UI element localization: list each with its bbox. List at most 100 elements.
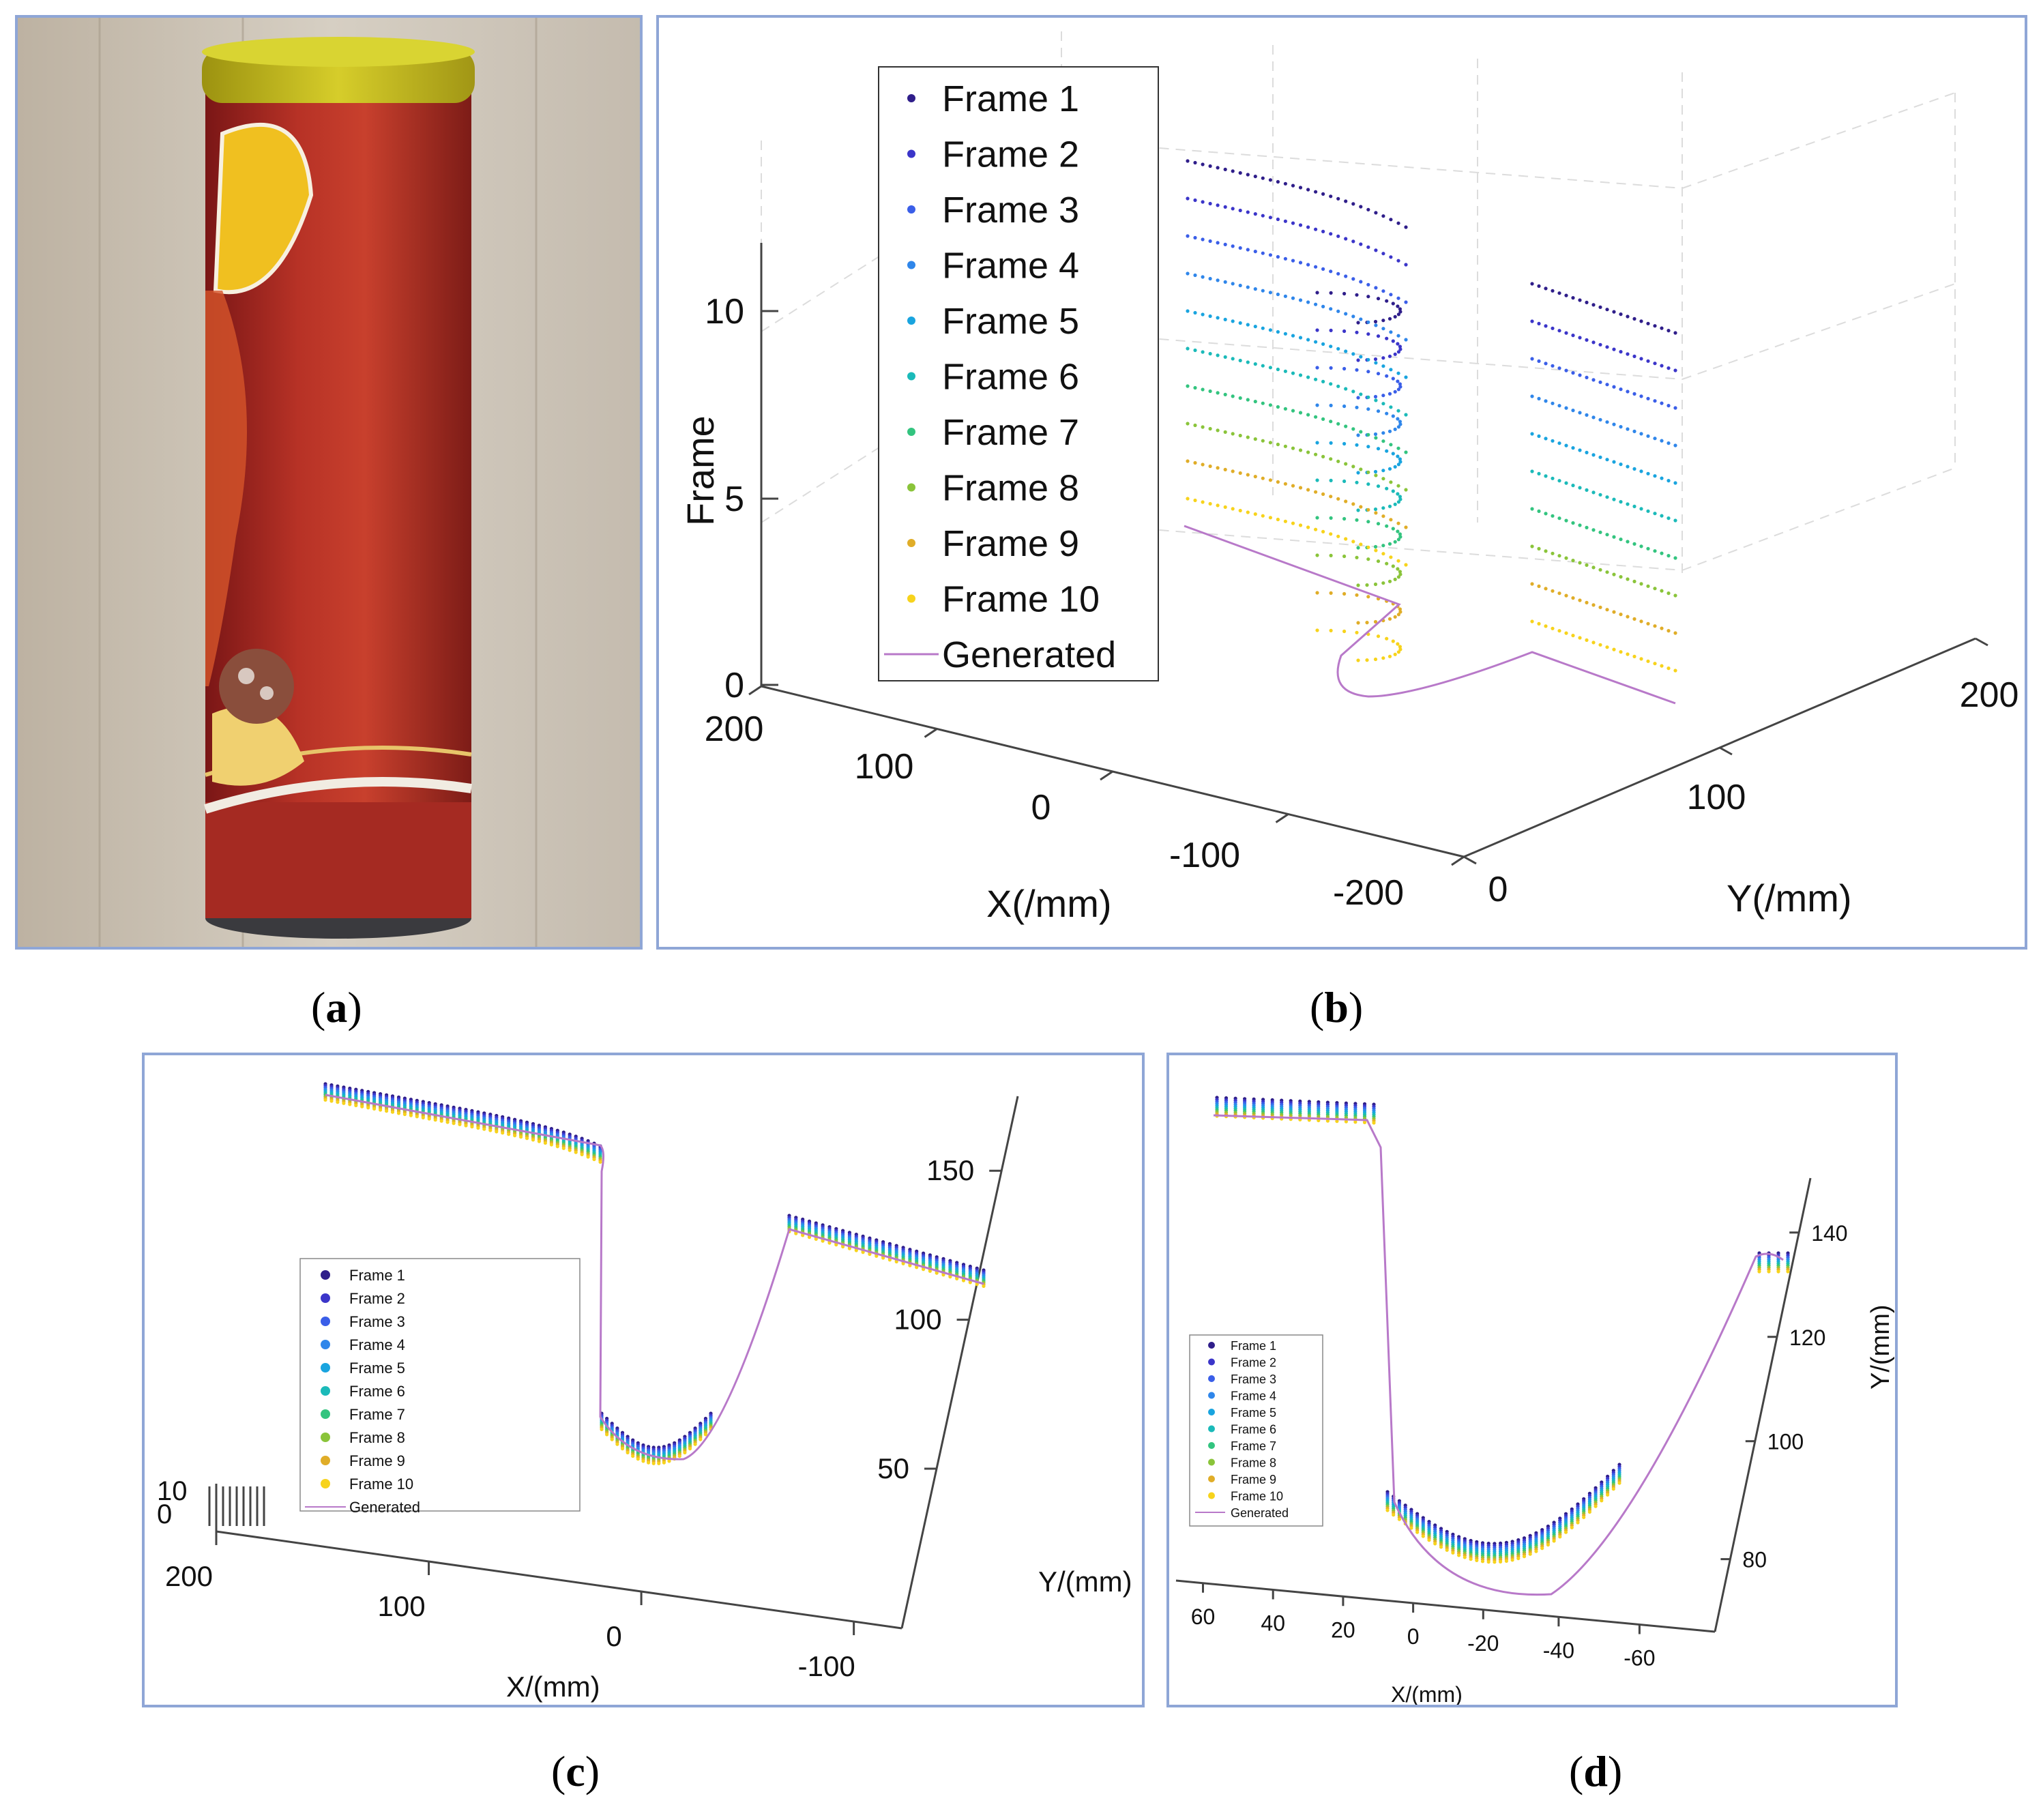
- legend-label-5: Frame 5: [1231, 1406, 1276, 1420]
- point: [1336, 347, 1340, 351]
- legend-label-9: Frame 9: [349, 1452, 405, 1469]
- point: [1342, 629, 1347, 634]
- point: [1393, 577, 1397, 581]
- point: [1666, 366, 1671, 370]
- point: [1356, 546, 1360, 550]
- point: [1530, 469, 1534, 473]
- point: [1193, 198, 1197, 203]
- point: [1329, 516, 1333, 520]
- point: [1646, 509, 1650, 513]
- point: [1660, 364, 1664, 368]
- point: [1578, 373, 1582, 377]
- point: [1351, 540, 1355, 544]
- point: [1314, 377, 1318, 381]
- point: [1356, 583, 1360, 587]
- z-tick-label-2: 10: [705, 292, 744, 332]
- point: [1376, 334, 1381, 338]
- y-axis-line: [1714, 1177, 1812, 1632]
- point: [922, 1267, 926, 1272]
- point: [1253, 475, 1257, 479]
- point: [1238, 508, 1242, 513]
- point: [1291, 371, 1295, 375]
- point: [1619, 425, 1623, 429]
- point: [1336, 422, 1340, 426]
- point: [1612, 647, 1616, 651]
- point: [1356, 621, 1360, 625]
- point: [1298, 411, 1303, 415]
- point: [1585, 300, 1589, 304]
- point: [445, 1120, 450, 1124]
- point: [1639, 619, 1643, 623]
- point: [827, 1241, 832, 1245]
- point: [688, 1447, 692, 1451]
- point: [1216, 503, 1220, 508]
- legend-marker-1: [1208, 1342, 1215, 1349]
- point: [1315, 328, 1319, 332]
- point: [1231, 357, 1235, 361]
- point: [1344, 274, 1348, 278]
- point: [1238, 246, 1242, 250]
- point: [1366, 282, 1370, 287]
- point: [1653, 474, 1657, 478]
- point: [1537, 359, 1541, 363]
- point: [801, 1233, 805, 1237]
- point: [1246, 173, 1250, 177]
- panel-d-chart: 60 40 20 0 -20 -40 -60 80 100 120 140 X/(mm) Y/(mm…: [1166, 1053, 1898, 1707]
- point: [1223, 280, 1227, 284]
- point: [336, 1100, 340, 1104]
- point: [1619, 538, 1623, 542]
- grid-line-4: [1061, 522, 1683, 571]
- point: [1381, 431, 1385, 435]
- point: [1598, 455, 1602, 459]
- point: [1238, 471, 1242, 475]
- legend-marker-2: [321, 1293, 330, 1303]
- point: [1261, 251, 1265, 255]
- point: [1612, 610, 1616, 614]
- point: [1329, 382, 1333, 386]
- point: [1186, 159, 1190, 163]
- legend-label-9: Frame 9: [1231, 1473, 1276, 1486]
- point: [1359, 205, 1363, 209]
- point: [1246, 323, 1250, 327]
- point: [1564, 593, 1568, 598]
- point: [1660, 626, 1664, 630]
- point: [1342, 591, 1347, 596]
- point: [415, 1115, 419, 1119]
- point: [1366, 508, 1370, 512]
- legend-marker-9: [321, 1456, 330, 1465]
- point: [1283, 332, 1287, 336]
- point: [1564, 293, 1568, 297]
- point: [1530, 619, 1534, 623]
- point: [1398, 572, 1403, 576]
- point: [1396, 538, 1400, 542]
- point: [1373, 507, 1378, 512]
- point: [1193, 460, 1197, 465]
- point: [1387, 617, 1392, 621]
- point: [1551, 626, 1555, 630]
- point: [1530, 282, 1534, 286]
- point: [1315, 366, 1319, 370]
- point: [1342, 404, 1347, 409]
- point: [1398, 420, 1402, 424]
- point: [1355, 330, 1359, 334]
- point: [1585, 525, 1589, 530]
- point: [1591, 303, 1596, 307]
- point: [1537, 546, 1541, 551]
- point: [1396, 342, 1400, 346]
- point: [1186, 384, 1190, 388]
- point: [868, 1252, 872, 1257]
- point: [598, 1160, 602, 1164]
- point: [1216, 316, 1220, 320]
- point: [1223, 167, 1227, 171]
- point: [1398, 310, 1403, 314]
- y-tick-mark-1: [1719, 746, 1733, 756]
- point: [1653, 437, 1657, 441]
- point: [1632, 354, 1636, 358]
- point: [1376, 522, 1381, 526]
- point: [1646, 359, 1650, 363]
- z-tick-label-1: 5: [724, 480, 744, 519]
- point: [626, 1450, 630, 1454]
- point: [1276, 254, 1280, 259]
- point: [1373, 544, 1378, 549]
- legend-marker-8: [1208, 1458, 1215, 1466]
